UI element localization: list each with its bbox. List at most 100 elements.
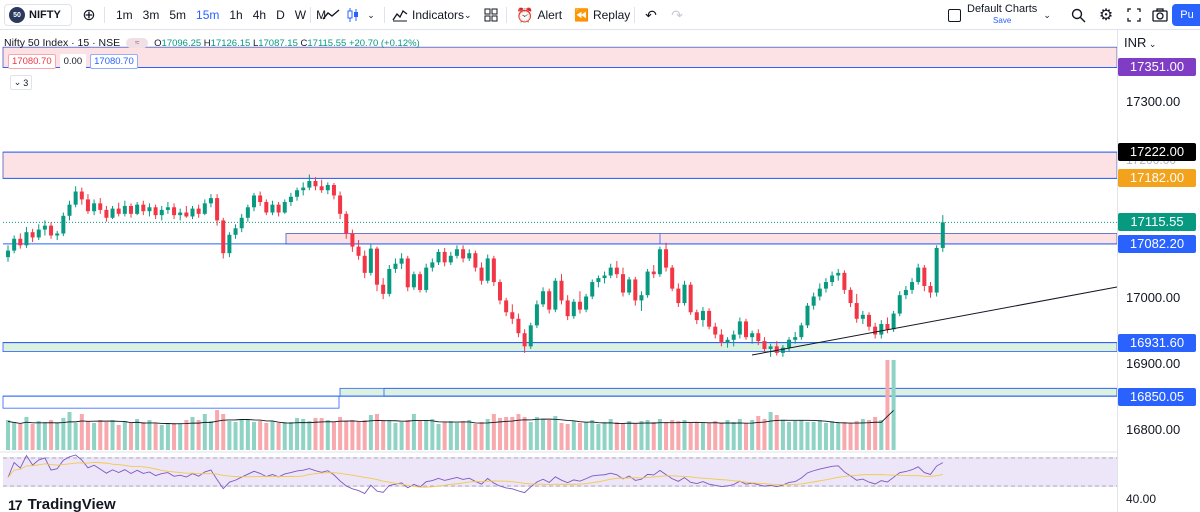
candle-body [719,334,724,343]
volume-bar [104,422,109,450]
indicators-button[interactable]: Indicators [392,4,464,26]
symbol-search[interactable]: 50 NIFTY [4,4,72,26]
candle-body [731,334,736,340]
volume-bar [559,423,564,450]
candle-body [793,337,798,340]
candle-body [141,204,146,212]
buy-price-button[interactable]: 17080.70 [90,54,138,69]
volume-bar [682,420,687,450]
candle-body [694,312,699,321]
templates-grid-icon[interactable] [482,4,500,26]
volume-bar [467,420,472,450]
volume-bar [208,421,213,450]
candle-body [768,346,773,349]
undo-icon[interactable]: ↶ [645,6,657,23]
search-icon[interactable] [1068,4,1088,26]
candle-body [614,267,619,275]
compare-add-symbol-icon[interactable]: ⊕ [82,7,96,24]
volume-bar [165,423,170,450]
layout-menu[interactable]: Default Charts Save ⌄ [948,4,1058,26]
alert-label: Alert [537,8,563,22]
candle-body [368,248,373,273]
timeframe-1h[interactable]: 1h [229,8,243,22]
volume-bar [799,420,804,450]
candle-body [584,296,589,310]
volume-bar [854,421,859,450]
watermark-text: TradingView [27,496,116,512]
timeframe-D[interactable]: D [276,8,285,22]
price-label-17082: 17082.20 [1118,235,1196,253]
candle-body [454,249,459,256]
volume-bar [295,418,300,450]
volume-bar [24,417,29,450]
volume-ma-line [7,410,894,425]
volume-bar [842,422,847,450]
volume-bar [215,410,220,450]
replay-button[interactable]: ⏪ Replay [574,4,630,26]
price-label-16850: 16850.05 [1118,388,1196,406]
candle-body [842,272,847,290]
volume-bar [553,416,558,450]
volume-bar [399,422,404,450]
gear-icon[interactable]: ⚙ [1098,7,1114,24]
candle-body [436,251,441,263]
chevron-down-icon[interactable]: ⌄ [367,9,375,20]
volume-bar [725,420,730,450]
candle-body [276,204,281,213]
timeframe-15m[interactable]: 15m [196,8,220,22]
legend-collapse-toggle[interactable]: ⌄ 3 [10,75,32,90]
volume-bar [707,423,712,450]
market-status-icon: ≈ [126,38,149,48]
volume-bar [325,420,330,450]
candle-body [208,198,213,204]
tradingview-watermark[interactable]: 17 TradingView [8,496,116,512]
volume-bar [98,420,103,450]
timeframe-4h[interactable]: 4h [252,8,267,22]
timeframe-3m[interactable]: 3m [142,8,160,22]
volume-bar [362,420,367,450]
legend-title[interactable]: Nifty 50 Index · 15 · NSE [4,37,121,49]
toolbar-divider [506,7,507,23]
candle-body [553,280,558,310]
currency-selector[interactable]: INR ⌄ [1124,35,1156,50]
legend-high: 17126.15 [210,37,251,49]
volume-bar [116,425,121,450]
demand-zone [339,387,1118,397]
candle-body [239,217,244,229]
candle-body [350,233,355,247]
volume-bar [356,422,361,450]
candle-body [190,208,195,217]
redo-icon[interactable]: ↷ [671,6,683,23]
timeframe-M[interactable]: M [316,8,327,22]
candle-body [608,267,613,276]
chevron-down-icon[interactable]: ⌄ [464,9,472,20]
publish-button[interactable]: Pu [1172,4,1200,26]
candle-body [817,288,822,297]
chevron-down-icon: ⌄ [1043,9,1051,20]
timeframe-W[interactable]: W [294,8,307,22]
volume-bar [885,360,890,450]
volume-bar [461,421,466,450]
camera-snapshot-icon[interactable] [1150,4,1170,26]
volume-bar [239,420,244,450]
fullscreen-icon[interactable] [1124,4,1144,26]
legend-close: 17115.55 [307,37,347,49]
candles-chart-type-icon[interactable] [344,4,362,26]
rsi-tick: 40.00 [1126,492,1157,506]
volume-bar [393,423,398,450]
spread-value: 0.00 [59,54,87,69]
candle-body [165,207,170,210]
price-chart[interactable] [0,30,1200,512]
volume-bar [387,420,392,450]
symbol-name: NIFTY [29,9,61,21]
timeframe-1m[interactable]: 1m [116,8,133,22]
sell-price-button[interactable]: 17080.70 [8,54,56,69]
price-label-17182: 17182.00 [1118,169,1196,187]
candle-body [227,234,232,254]
candle-body [42,225,47,230]
candle-body [602,275,607,279]
alert-button[interactable]: ⏰ Alert [516,4,562,26]
volume-bar [485,419,490,450]
timeframe-5m[interactable]: 5m [169,8,187,22]
line-chart-type-icon[interactable] [320,4,342,26]
